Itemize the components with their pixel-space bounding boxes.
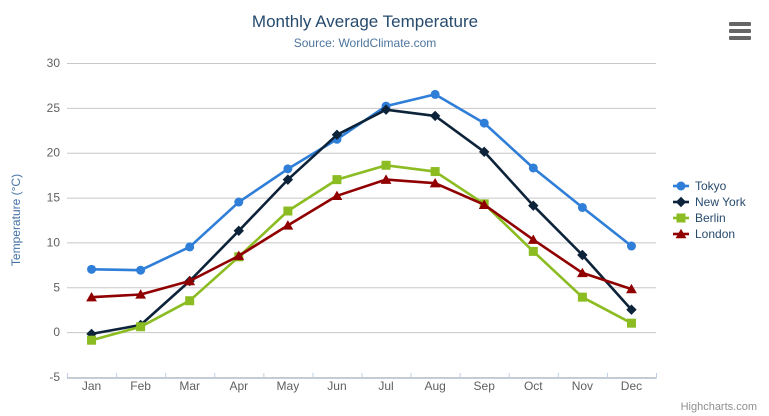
series-tokyo-point[interactable] <box>430 89 440 99</box>
series-london-point[interactable] <box>233 250 245 261</box>
series-berlin-point[interactable] <box>577 292 587 302</box>
x-axis-label: Mar <box>179 379 200 393</box>
series-london-point[interactable] <box>478 199 490 209</box>
series-london-point[interactable] <box>429 178 441 188</box>
series-berlin-point[interactable] <box>430 167 440 177</box>
x-axis-label: Jun <box>327 379 346 393</box>
series-berlin-point[interactable] <box>528 246 538 256</box>
y-axis-label: 15 <box>47 191 61 205</box>
x-axis-label: Oct <box>524 379 543 393</box>
series-berlin-line <box>90 164 633 342</box>
y-axis-label: 0 <box>53 325 60 339</box>
series-new-york-point[interactable] <box>331 129 343 140</box>
series-berlin-point[interactable] <box>283 206 293 216</box>
y-axis-label: 25 <box>47 101 61 115</box>
series-tokyo <box>87 89 636 275</box>
series-london <box>86 174 637 302</box>
export-menu-button[interactable] <box>729 20 753 44</box>
legend-berlin-marker[interactable] <box>676 213 686 223</box>
legend-diamond-icon <box>673 196 689 208</box>
series-tokyo-point[interactable] <box>87 264 97 274</box>
series-tokyo-point[interactable] <box>283 164 293 174</box>
series-tokyo-point[interactable] <box>234 197 244 207</box>
legend-london-marker[interactable] <box>675 228 687 239</box>
y-axis-label: 5 <box>53 280 60 294</box>
series-tokyo-point[interactable] <box>577 202 587 212</box>
legend-item-new-york[interactable]: New York <box>672 194 746 210</box>
chart-title: Monthly Average Temperature <box>251 12 479 31</box>
y-axis-label: 10 <box>47 235 61 249</box>
series-berlin-point[interactable] <box>381 160 391 170</box>
chart-subtitle: Source: WorldClimate.com <box>293 36 437 50</box>
series-tokyo-point[interactable] <box>185 242 195 252</box>
series-new-york-line <box>90 108 633 336</box>
x-axis-label: May <box>277 379 300 393</box>
series-tokyo-line <box>90 93 633 272</box>
series-new-york-point[interactable] <box>577 249 588 261</box>
legend-square-icon <box>673 213 689 223</box>
legend-item-london[interactable]: London <box>672 226 746 242</box>
series-berlin-point[interactable] <box>332 175 342 185</box>
x-axis-label: Sep <box>474 379 496 393</box>
legend-item-berlin[interactable]: Berlin <box>672 210 746 226</box>
series-london-line <box>90 178 633 299</box>
series-tokyo-point[interactable] <box>479 118 489 128</box>
legend-label: London <box>695 227 736 241</box>
series-new-york-point[interactable] <box>626 304 637 315</box>
series-london-point[interactable] <box>527 234 539 244</box>
series-new-york <box>86 104 637 340</box>
series-new-york-point[interactable] <box>233 225 244 236</box>
series-new-york-point[interactable] <box>479 146 490 158</box>
y-axis-label: 30 <box>47 56 61 70</box>
x-axis-label: Jan <box>82 379 101 393</box>
y-axis-label: -5 <box>49 370 60 384</box>
series-tokyo-point[interactable] <box>136 265 146 275</box>
series-london-point[interactable] <box>380 174 392 184</box>
x-axis-label: Nov <box>572 379 593 393</box>
series-london-point[interactable] <box>331 190 343 200</box>
series-berlin-point[interactable] <box>136 322 146 332</box>
series-new-york-point[interactable] <box>429 110 441 122</box>
series-new-york-point[interactable] <box>528 200 539 211</box>
legend-label: Tokyo <box>695 179 727 193</box>
hamburger-menu-icon <box>729 36 751 40</box>
series-berlin-point[interactable] <box>87 335 97 345</box>
x-axis-label: Jul <box>378 379 393 393</box>
hamburger-menu-icon <box>729 29 751 33</box>
x-axis-label: Feb <box>130 379 151 393</box>
legend-label: Berlin <box>695 211 726 225</box>
series-tokyo-point[interactable] <box>528 163 538 173</box>
credits-link[interactable]: Highcharts.com <box>680 401 757 413</box>
series-new-york-point[interactable] <box>282 174 294 185</box>
series-london-point[interactable] <box>282 220 294 230</box>
series-berlin-point[interactable] <box>626 318 636 328</box>
x-axis-label: Dec <box>621 379 642 393</box>
series-london-point[interactable] <box>135 289 147 299</box>
series-london-point[interactable] <box>626 283 637 294</box>
legend-tokyo-marker[interactable] <box>676 181 686 191</box>
legend-new-york-marker[interactable] <box>675 196 687 208</box>
series-berlin-point[interactable] <box>185 296 195 306</box>
series-london-point[interactable] <box>86 291 97 302</box>
x-axis-label: Aug <box>424 379 445 393</box>
legend-label: New York <box>695 195 746 209</box>
series-tokyo-point[interactable] <box>626 241 636 251</box>
legend-circle-icon <box>673 181 689 191</box>
series-new-york-point[interactable] <box>380 104 392 115</box>
y-axis-label: 20 <box>47 146 61 160</box>
series-london-point[interactable] <box>184 275 196 286</box>
series-london-point[interactable] <box>576 267 588 278</box>
y-axis-title: Temperature (°C) <box>9 174 23 266</box>
x-axis-label: Apr <box>229 379 248 393</box>
hamburger-menu-icon <box>729 22 751 26</box>
legend-item-tokyo[interactable]: Tokyo <box>672 178 746 194</box>
legend: Tokyo New York Berlin London <box>672 178 746 242</box>
legend-triangle-icon <box>673 228 689 239</box>
